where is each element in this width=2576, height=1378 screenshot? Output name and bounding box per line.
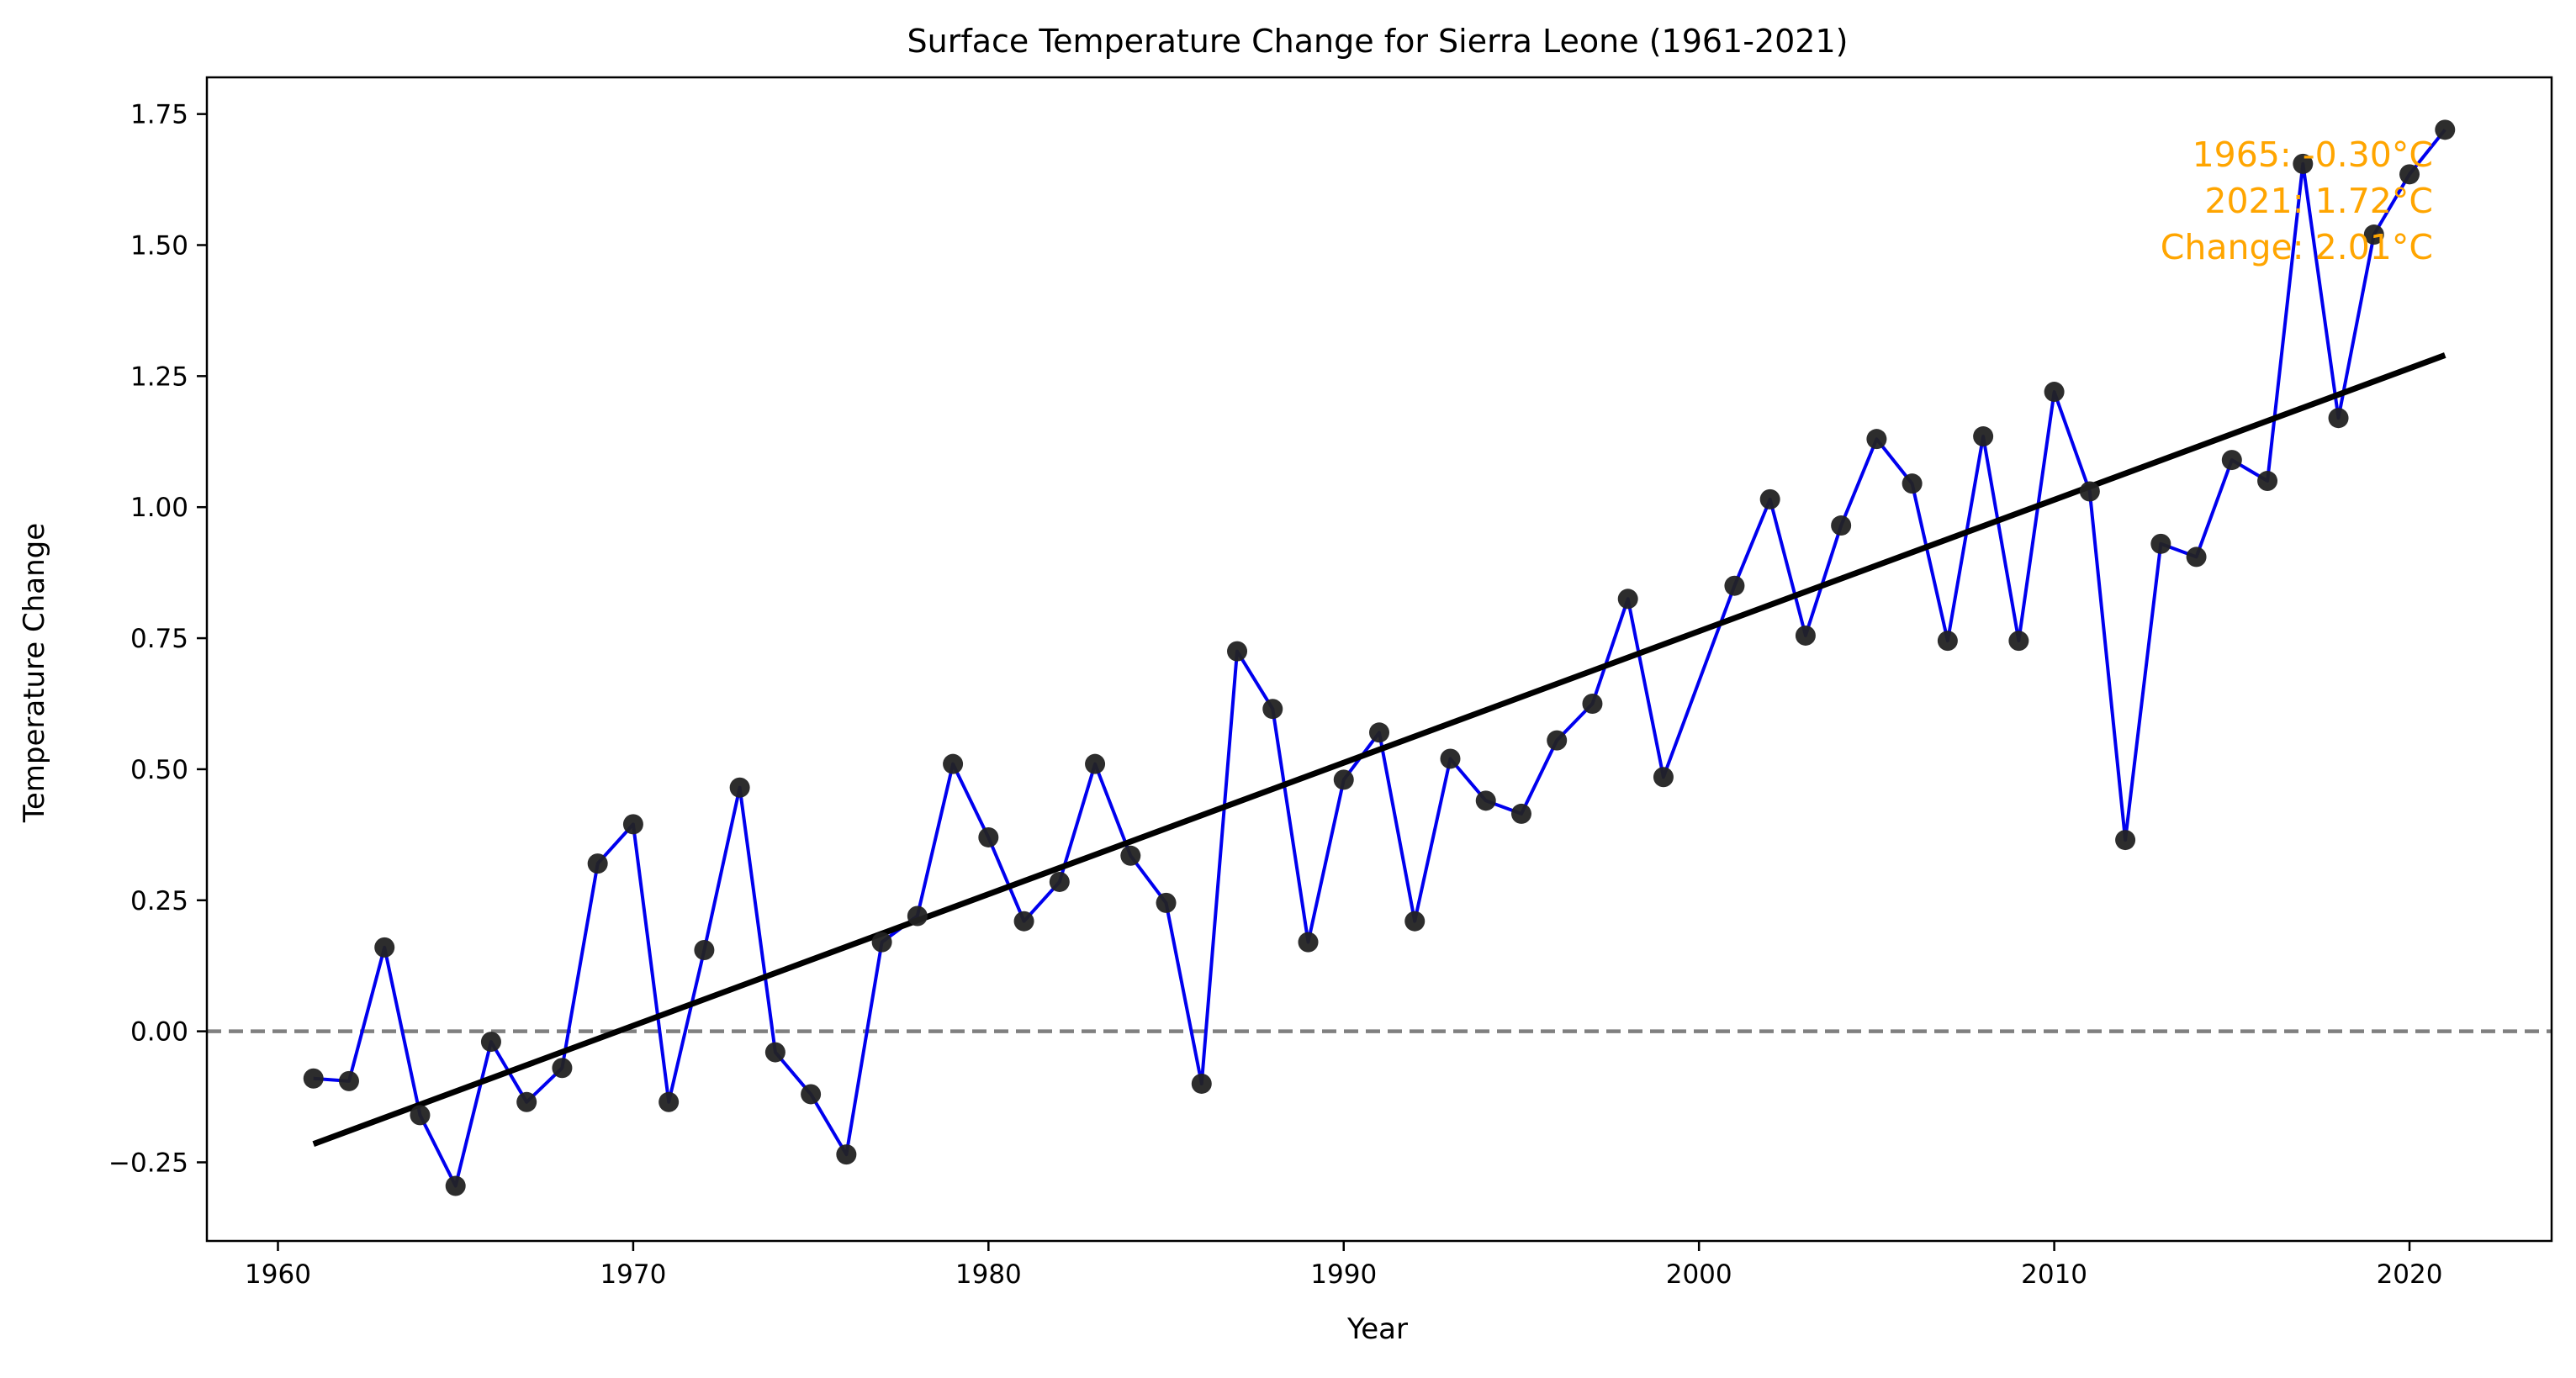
y-tick-label: 1.25 [130,362,188,392]
data-point [410,1105,431,1126]
data-point [374,937,395,958]
y-tick-label: −0.25 [108,1148,188,1178]
data-point [1617,589,1638,610]
y-tick-label: 0.00 [130,1017,188,1048]
data-point [2363,224,2384,246]
data-point [303,1068,324,1089]
annotation-line: 1965: -0.30°C [2193,135,2433,175]
data-point [445,1175,466,1196]
data-point [2115,830,2136,851]
data-point [2328,408,2349,429]
data-point [1724,575,1745,596]
annotation-box: 1965: -0.30°C 2021: 1.72°C Change: 2.01°C [2161,135,2433,267]
data-point [1369,722,1389,743]
x-tick-label: 1980 [955,1259,1022,1290]
data-point [1582,693,1603,714]
data-point [1795,625,1816,646]
data-point [1085,753,1106,774]
data-point [1404,911,1426,932]
y-tick-label: 0.25 [130,886,188,916]
axes-frame [205,76,2553,1243]
data-point [2044,382,2065,403]
data-point [1298,932,1319,953]
data-point [943,753,964,774]
data-point [2008,631,2029,652]
data-point [1440,748,1461,769]
data-point [2293,153,2314,174]
data-point [1049,871,1070,892]
data-point [2079,481,2100,502]
data-point [480,1032,501,1053]
y-tick-label: 0.50 [130,755,188,785]
data-point [978,826,999,847]
data-point [587,853,608,874]
data-point [801,1084,822,1105]
plot-area [205,76,2553,1243]
data-point [338,1070,359,1091]
data-point [907,905,928,927]
y-tick-label: 1.00 [130,493,188,523]
data-point [1866,429,1887,450]
x-tick-label: 1960 [245,1259,311,1290]
data-point [2221,450,2242,471]
data-point [2399,164,2420,185]
data-point [764,1042,785,1063]
axis-ticks: 1960 1970 1980 1990 2000 2010 2020 −0.25 0.00 0.2… [108,100,2442,1290]
data-point [622,814,643,835]
data-point [1759,488,1780,509]
data-point [2150,533,2171,554]
data-point [729,777,750,798]
data-point [1262,699,1283,720]
annotation-line: Change: 2.01°C [2161,227,2433,267]
y-tick-label: 1.50 [130,230,188,261]
data-point [552,1058,573,1079]
data-point [2257,471,2278,492]
x-tick-label: 1970 [600,1259,666,1290]
data-point [516,1091,537,1112]
data-point [836,1144,857,1165]
chart-title: Surface Temperature Change for Sierra Le… [907,23,1849,60]
data-point [2435,119,2456,140]
annotation-line: 2021: 1.72°C [2204,181,2433,221]
x-tick-label: 2000 [1666,1259,1732,1290]
data-point [1937,631,1958,652]
data-point [694,940,715,960]
data-point [1333,769,1354,790]
data-point [1013,911,1034,932]
data-point [1156,892,1177,913]
data-point [1973,426,1994,447]
data-point [1475,790,1496,811]
x-tick-label: 2010 [2021,1259,2087,1290]
y-axis-label: Temperature Change [18,523,51,823]
data-point [1120,845,1141,866]
data-point [1902,473,1923,494]
x-tick-label: 2020 [2377,1259,2443,1290]
data-point [1547,730,1568,751]
data-point [1227,641,1248,662]
y-tick-label: 1.75 [130,100,188,130]
data-point [2186,546,2207,568]
data-point [1653,767,1674,788]
data-point [1831,515,1852,536]
data-point [1510,803,1531,824]
trend-line [312,352,2446,1147]
y-tick-label: 0.75 [130,624,188,654]
data-point [871,932,892,953]
x-axis-label: Year [1346,1312,1408,1346]
data-point [1191,1073,1212,1094]
data-point [659,1091,680,1112]
x-tick-label: 1990 [1310,1259,1377,1290]
